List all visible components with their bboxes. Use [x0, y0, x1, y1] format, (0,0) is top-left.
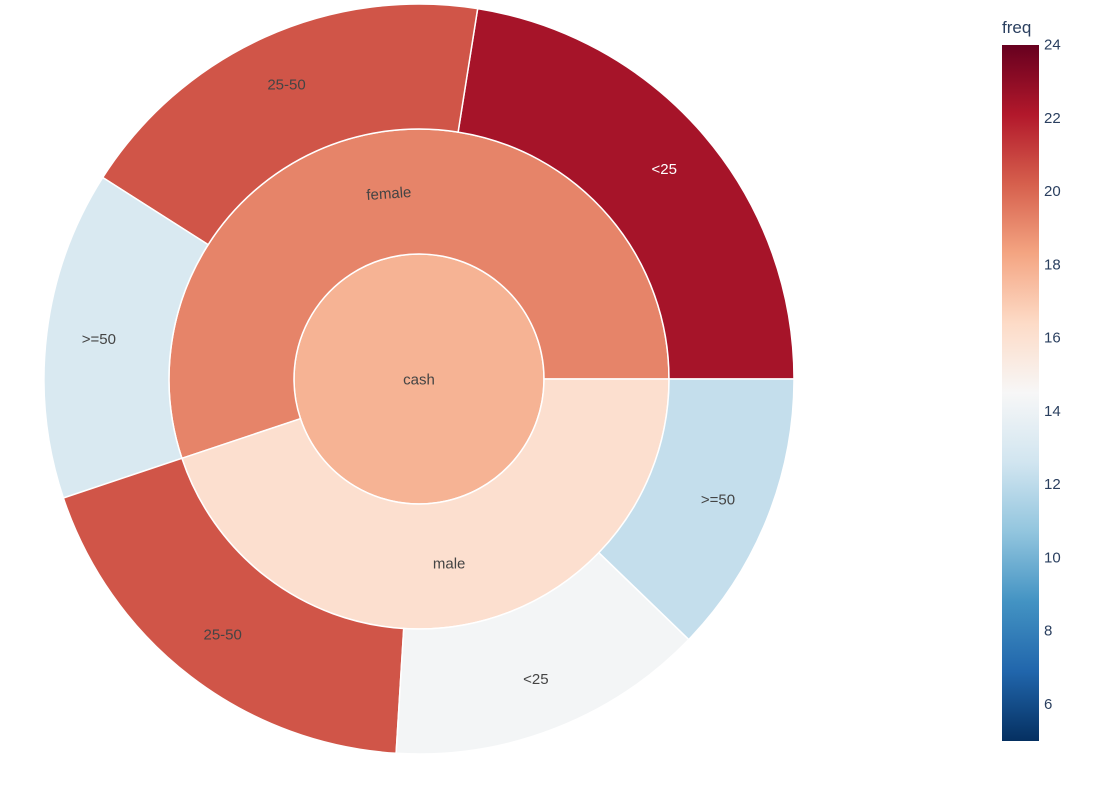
colorbar-tick-label: 14	[1044, 403, 1061, 420]
sunburst-segment-female-lt25[interactable]	[457, 7, 795, 380]
sunburst-label-female-lt25: <25	[652, 161, 677, 178]
colorbar: freq 6 8 10 12 14 16 18 20 22 24	[1002, 18, 1061, 741]
colorbar-title: freq	[1002, 18, 1031, 37]
sunburst-label-male-gte50: >=50	[701, 491, 735, 508]
sunburst-label-male: male	[433, 556, 466, 573]
sunburst-label-male-25-50: 25-50	[203, 626, 241, 643]
sunburst-label-male-lt25: <25	[523, 671, 548, 688]
colorbar-ticks: 6 8 10 12 14 16 18 20 22 24	[1044, 37, 1061, 713]
sunburst-label-female-25-50: 25-50	[267, 76, 305, 93]
colorbar-tick-label: 22	[1044, 110, 1061, 127]
colorbar-gradient	[1002, 45, 1039, 741]
colorbar-tick-label: 8	[1044, 623, 1052, 640]
colorbar-tick-label: 18	[1044, 256, 1061, 273]
colorbar-tick-label: 20	[1044, 183, 1061, 200]
sunburst-segment-male-gte50[interactable]	[597, 378, 795, 641]
sunburst-label-female: female	[366, 184, 412, 204]
colorbar-tick-label: 10	[1044, 549, 1061, 566]
sunburst-segment-male-25-50[interactable]	[62, 457, 405, 755]
colorbar-tick-label: 12	[1044, 476, 1061, 493]
sunburst-label-female-gte50: >=50	[82, 331, 116, 348]
sunburst-segments	[43, 3, 795, 755]
colorbar-tick-label: 6	[1044, 696, 1052, 713]
sunburst-root-label: cash	[403, 372, 435, 389]
sunburst-labels: cash female <25 25-50 >=50 male 25-50 <25 >=50	[82, 76, 735, 688]
colorbar-tick-label: 24	[1044, 37, 1061, 54]
colorbar-tick-label: 16	[1044, 330, 1061, 347]
